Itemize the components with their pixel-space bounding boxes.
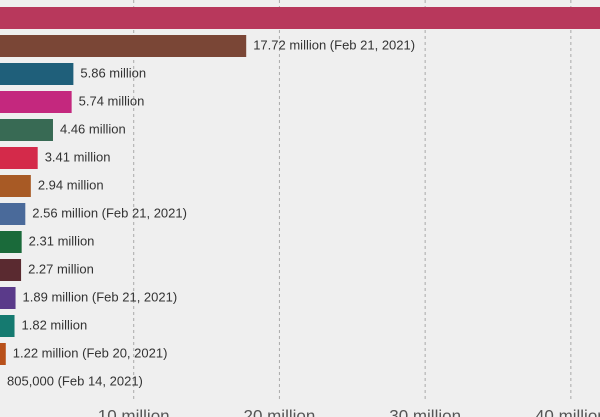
value-label: 1.22 million (Feb 20, 2021) (13, 345, 168, 360)
bar (0, 343, 6, 365)
bar (0, 175, 31, 197)
bar (0, 315, 15, 337)
value-label: 2.94 million (38, 177, 104, 192)
value-label: 2.31 million (29, 233, 95, 248)
bar (0, 287, 16, 309)
value-label: 2.27 million (28, 261, 94, 276)
x-tick-label: 20 million (244, 406, 316, 417)
bar (0, 147, 38, 169)
value-label: 1.89 million (Feb 21, 2021) (23, 289, 178, 304)
bar (0, 119, 53, 141)
value-label: 3.41 million (45, 149, 111, 164)
bar (0, 259, 22, 281)
value-label: 17.72 million (Feb 21, 2021) (253, 37, 415, 52)
bar (0, 7, 600, 29)
x-tick-label: 40 million (535, 406, 600, 417)
bar (0, 203, 26, 225)
value-label: 805,000 (Feb 14, 2021) (7, 373, 143, 388)
x-tick-label: 10 million (98, 406, 170, 417)
x-tick-label: 30 million (389, 406, 461, 417)
bar (0, 35, 247, 57)
value-label: 5.74 million (79, 93, 145, 108)
value-label: 4.46 million (60, 121, 126, 136)
value-label: 2.56 million (Feb 21, 2021) (32, 205, 187, 220)
bar (0, 91, 72, 113)
value-label: 1.82 million (22, 317, 88, 332)
bar (0, 63, 74, 85)
bar (0, 231, 22, 253)
value-label: 5.86 million (80, 65, 146, 80)
